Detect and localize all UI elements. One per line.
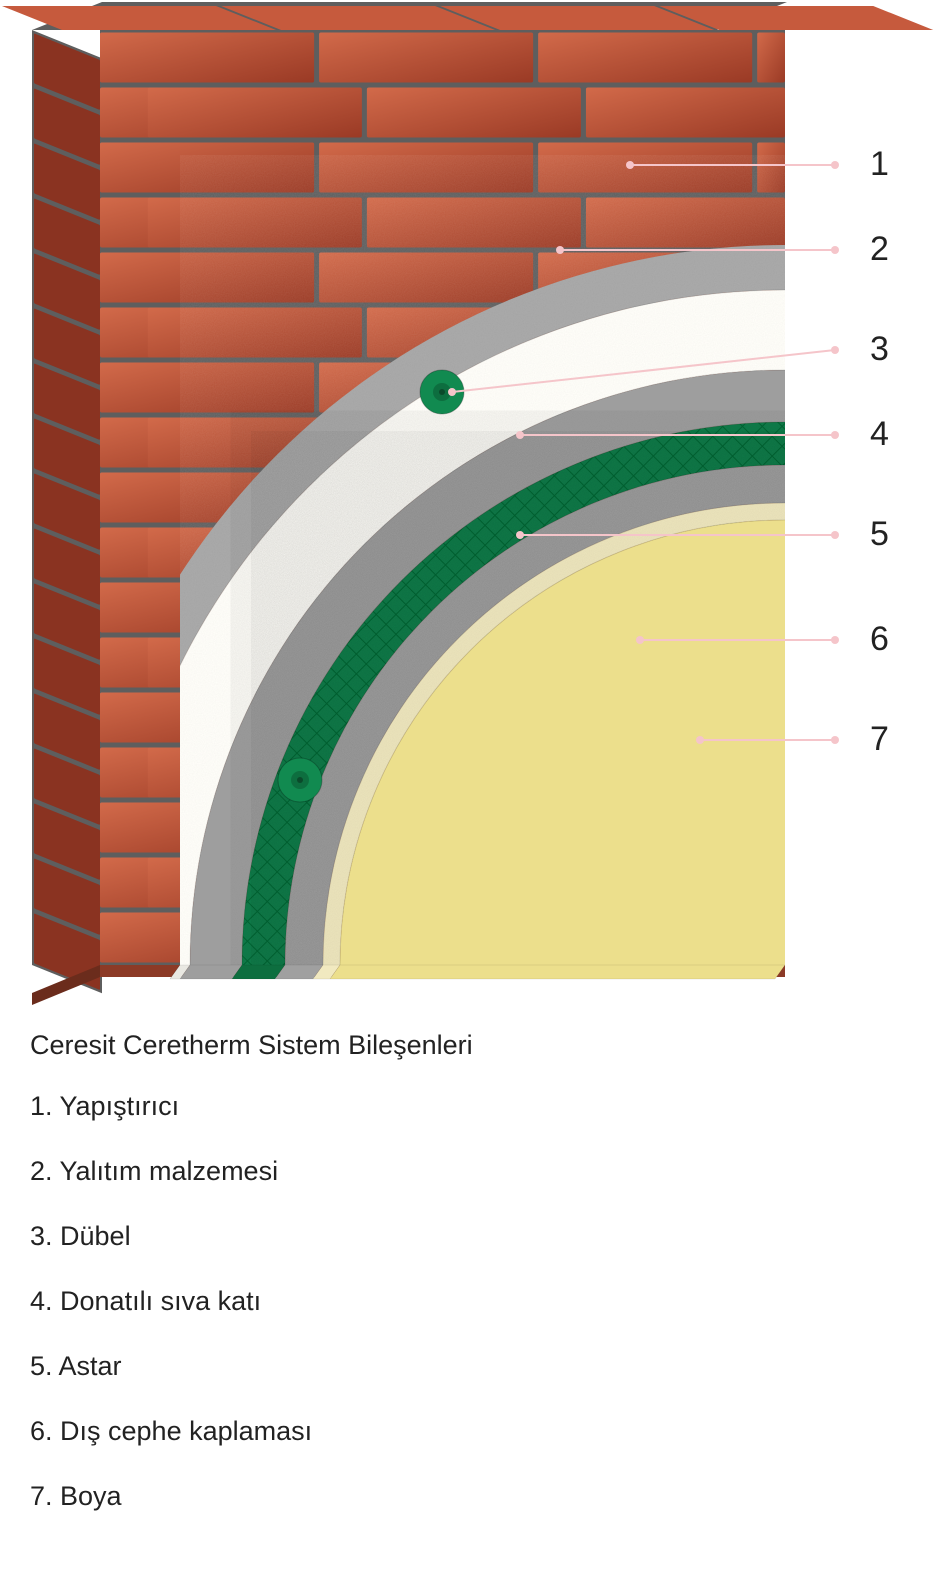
legend-item: 6. Dış cephe kaplaması [30, 1416, 906, 1447]
diagram: 1 2 3 4 5 6 7 [0, 0, 936, 1010]
legend-item: 5. Astar [30, 1351, 906, 1382]
svg-text:3: 3 [870, 330, 889, 368]
legend: Ceresit Ceretherm Sistem Bileşenleri 1. … [0, 1030, 936, 1586]
legend-item: 1. Yapıştırıcı [30, 1091, 906, 1122]
legend-item: 3. Dübel [30, 1221, 906, 1252]
svg-text:6: 6 [870, 620, 889, 658]
svg-text:2: 2 [870, 230, 889, 268]
legend-title: Ceresit Ceretherm Sistem Bileşenleri [30, 1030, 906, 1061]
svg-text:7: 7 [870, 720, 889, 758]
legend-item: 2. Yalıtım malzemesi [30, 1156, 906, 1187]
diagram-svg: 1 2 3 4 5 6 7 [0, 0, 936, 1010]
legend-item: 4. Donatılı sıva katı [30, 1286, 906, 1317]
svg-text:4: 4 [870, 415, 889, 453]
svg-text:1: 1 [870, 145, 889, 183]
svg-text:5: 5 [870, 515, 889, 553]
legend-item: 7. Boya [30, 1481, 906, 1512]
legend-list: 1. Yapıştırıcı 2. Yalıtım malzemesi 3. Düb… [30, 1091, 906, 1512]
